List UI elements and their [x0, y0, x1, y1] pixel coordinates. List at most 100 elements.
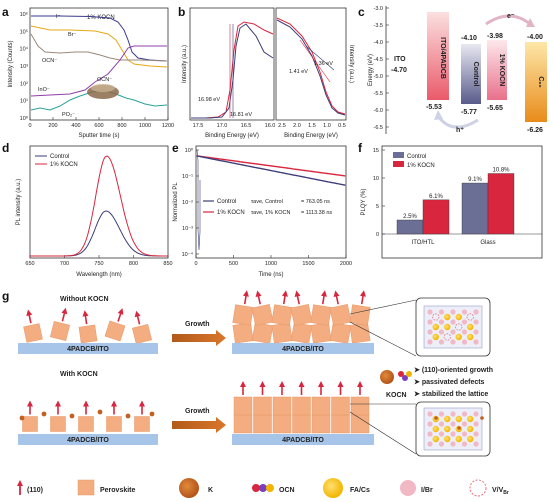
- substrate-1-label: 4PADCB/ITO: [67, 346, 109, 353]
- perovskite-tile: [272, 414, 292, 434]
- facs-cation: [432, 435, 439, 443]
- legend-f-control-swatch: [393, 152, 404, 158]
- e-ytick-label: 10⁻¹: [182, 174, 193, 180]
- perovskite-tile: [350, 414, 370, 434]
- perovskite-grain: [310, 290, 332, 326]
- panel-a-ticks: 0 200 400 600 800 1000 1200 10⁰ 10¹ 10² 10³ 10⁴ 10⁵ 1…: [20, 11, 175, 129]
- without-kocn-title: Without KOCN: [60, 296, 109, 303]
- control-name: Control: [472, 62, 479, 87]
- perovskite-tile: [272, 396, 292, 416]
- orientation-arrowhead: [337, 381, 344, 387]
- panel-a-ylabel: Intensity (Counts): [8, 40, 14, 87]
- perovskite-tile: [292, 396, 311, 416]
- hole-label: h⁺: [456, 127, 464, 134]
- a-xtick-label: 1200: [162, 123, 174, 129]
- facs-cation: [432, 425, 439, 433]
- perovskite-grain: [253, 381, 272, 416]
- panel-b-ylabel-right: Intensity (a.u.): [348, 45, 354, 83]
- perovskite-grain: [292, 414, 311, 434]
- secondary-cutoff-control: [191, 23, 274, 119]
- halide-ion: [461, 441, 468, 447]
- b-left-xtick-label: 17.5: [193, 123, 204, 129]
- perovskite-tile: [253, 414, 272, 434]
- label-ocn: OCN⁻: [42, 58, 57, 64]
- halide-ion: [438, 339, 445, 345]
- b-left-xtick-label: 16.0: [265, 123, 276, 129]
- substrate-3-label: 4PADCB/ITO: [67, 437, 109, 444]
- onset-control: [276, 19, 346, 116]
- kocn-top: -3.98: [487, 33, 503, 40]
- vacancy: [466, 313, 474, 321]
- bullet-2: ➤ passivated defects: [414, 379, 485, 386]
- perovskite-tile: [49, 320, 71, 342]
- panel-e-ticks: 0 500 1000 1500 2000 10⁰ 10⁻¹ 10⁻² 10⁻³ 10⁻⁴: [182, 147, 353, 267]
- orientation-arrowhead: [298, 381, 305, 387]
- perovskite-grain: [272, 414, 292, 434]
- a-xtick-label: 0: [28, 123, 31, 129]
- electron-arrow: [485, 14, 531, 26]
- vacancy: [455, 323, 463, 331]
- lattice-1: [423, 305, 483, 349]
- legend-ibr-swatch: [400, 480, 416, 496]
- panel-d: d PL intensity (a.u.) Wavelength (nm) 65…: [2, 141, 173, 278]
- perovskite-grain: [233, 381, 253, 416]
- kocn-bot: -5.65: [487, 105, 503, 112]
- orientation-arrowhead: [259, 381, 266, 387]
- legend-perovskite: Perovskite: [100, 487, 136, 494]
- legend-ocn-swatch-1: [252, 484, 260, 492]
- substrate-1: [18, 343, 158, 354]
- perovskite-grain: [106, 400, 122, 432]
- orientation-arrowhead: [279, 381, 285, 387]
- perovskite-tile: [311, 396, 331, 416]
- facs-cation: [455, 435, 462, 443]
- k-ion: [125, 413, 131, 419]
- perovskite-tile: [232, 304, 254, 326]
- panel-e-xlabel: Time (ns): [258, 272, 283, 278]
- perovskite-grain: [272, 381, 292, 416]
- halide-ion: [427, 329, 433, 335]
- legend-kocn: 1% KOCN: [50, 162, 78, 168]
- perovskite-tile: [310, 322, 332, 344]
- a-xtick-label: 1000: [139, 123, 151, 129]
- without-seeds: [23, 307, 153, 345]
- perovskite-tile: [134, 416, 150, 432]
- plqy-value-label: 10.8%: [492, 168, 510, 174]
- halide-ion: [461, 431, 468, 437]
- perovskite-tile: [331, 414, 350, 434]
- orientation-arrowhead: [82, 310, 89, 317]
- halide-ion: [438, 309, 445, 315]
- substrate-2-label: 4PADCB/ITO: [282, 346, 324, 353]
- orientation-arrowhead: [111, 400, 117, 407]
- k-ion: [97, 409, 103, 415]
- halide-ion: [427, 421, 433, 427]
- bullet-1-text: (110)-oriented growth: [422, 367, 493, 374]
- perovskite-tile: [271, 322, 293, 344]
- electron-arrow-head: [526, 18, 535, 27]
- e-xtick-label: 0: [194, 261, 197, 267]
- panel-f-frame: [381, 145, 543, 259]
- panel-b-ylabel: Intensity (a.u.): [182, 45, 188, 83]
- orientation-arrowhead: [282, 290, 288, 297]
- onset-red-fit: [299, 39, 331, 83]
- halide-ion: [461, 309, 468, 315]
- panel-f: f PLQY (%) 0 5 10 15 2.5% 6.1% ITO/HTL 9.1% 10.…: [358, 141, 543, 259]
- plqy-value-label: 2.5%: [403, 214, 417, 220]
- halide-ion: [438, 329, 445, 335]
- perovskite-grain: [251, 290, 274, 326]
- perovskite-grain: [78, 310, 98, 344]
- e-xtick-label: 1500: [302, 261, 314, 267]
- legend-110-arrowhead: [17, 480, 23, 486]
- orientation-arrowhead: [61, 307, 68, 315]
- c-ytick-label: -6.0: [374, 108, 383, 114]
- onset-kocn: [276, 17, 346, 115]
- d-xtick-label: 850: [163, 261, 172, 267]
- secondary-cutoff-kocn: [191, 21, 274, 119]
- halide-ion: [473, 309, 479, 315]
- panel-d-letter: d: [2, 141, 9, 155]
- panel-b-frame-left: [189, 7, 275, 121]
- halide-ion: [450, 441, 456, 447]
- e-xtick-label: 1000: [265, 261, 277, 267]
- perovskite-grain: [331, 381, 350, 416]
- facs-cation: [467, 415, 474, 423]
- ann-blue-left: 16.81 eV: [230, 112, 252, 118]
